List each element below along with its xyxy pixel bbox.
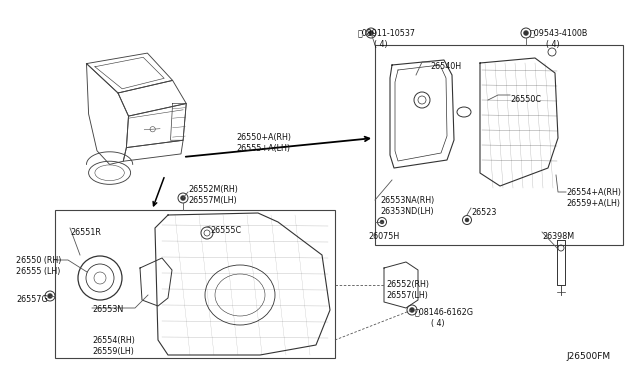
Text: 26552M(RH): 26552M(RH) — [188, 185, 238, 194]
Text: ⓝ08911-10537: ⓝ08911-10537 — [358, 28, 416, 37]
Text: 26557(LH): 26557(LH) — [386, 291, 428, 300]
Text: 26550 (RH): 26550 (RH) — [16, 256, 61, 265]
Text: 26554(RH): 26554(RH) — [92, 336, 135, 345]
Text: 26557G: 26557G — [16, 295, 48, 304]
Text: 26523: 26523 — [471, 208, 497, 217]
Text: 26553N: 26553N — [92, 305, 124, 314]
Circle shape — [180, 196, 186, 201]
Text: 26555+A(LH): 26555+A(LH) — [236, 144, 290, 153]
Text: 26555C: 26555C — [210, 226, 241, 235]
Text: 26550+A(RH): 26550+A(RH) — [236, 133, 291, 142]
Text: ⒲08146-6162G: ⒲08146-6162G — [415, 307, 474, 316]
Text: 26075H: 26075H — [368, 232, 399, 241]
Text: ( 4): ( 4) — [546, 40, 559, 49]
Text: 26551R: 26551R — [70, 228, 101, 237]
Circle shape — [524, 31, 529, 35]
Bar — [55, 210, 335, 358]
Text: 26559(LH): 26559(LH) — [92, 347, 134, 356]
Text: 26554+A(RH): 26554+A(RH) — [566, 188, 621, 197]
Text: 26553NA(RH): 26553NA(RH) — [380, 196, 435, 205]
Text: 26555 (LH): 26555 (LH) — [16, 267, 60, 276]
Text: Ⓜ09543-4100B: Ⓜ09543-4100B — [530, 28, 588, 37]
Text: 26353ND(LH): 26353ND(LH) — [380, 207, 434, 216]
Circle shape — [369, 31, 374, 35]
Text: 26559+A(LH): 26559+A(LH) — [566, 199, 620, 208]
Circle shape — [410, 308, 415, 312]
Text: 26557M(LH): 26557M(LH) — [188, 196, 237, 205]
Text: ( 4): ( 4) — [431, 319, 445, 328]
Text: 26550C: 26550C — [510, 95, 541, 104]
Text: 26540H: 26540H — [430, 62, 461, 71]
Text: J26500FM: J26500FM — [566, 352, 610, 361]
Text: 26552(RH): 26552(RH) — [386, 280, 429, 289]
Text: 26398M: 26398M — [542, 232, 574, 241]
Circle shape — [380, 220, 384, 224]
Bar — [375, 45, 623, 245]
Circle shape — [465, 218, 469, 222]
Text: ( 4): ( 4) — [374, 40, 388, 49]
Circle shape — [47, 294, 52, 298]
